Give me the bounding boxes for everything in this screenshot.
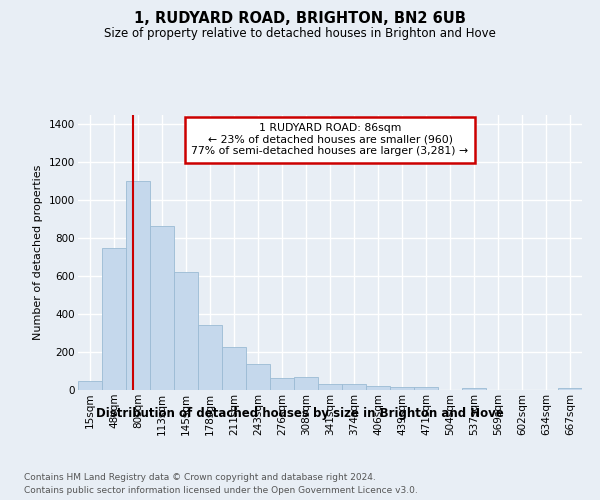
Bar	[102, 248, 126, 390]
Bar	[270, 378, 294, 390]
Bar	[174, 272, 198, 390]
Bar	[126, 182, 150, 390]
Bar	[78, 380, 102, 390]
Bar	[390, 387, 414, 390]
Bar	[150, 226, 174, 390]
Bar	[294, 376, 318, 390]
Bar	[558, 388, 582, 390]
Bar	[246, 364, 270, 390]
Bar	[342, 384, 366, 390]
Bar	[198, 324, 222, 390]
Text: 1 RUDYARD ROAD: 86sqm
← 23% of detached houses are smaller (960)
77% of semi-det: 1 RUDYARD ROAD: 86sqm ← 23% of detached …	[191, 123, 469, 156]
Bar	[222, 348, 246, 390]
Text: Size of property relative to detached houses in Brighton and Hove: Size of property relative to detached ho…	[104, 27, 496, 40]
Text: Distribution of detached houses by size in Brighton and Hove: Distribution of detached houses by size …	[96, 408, 504, 420]
Bar	[366, 386, 390, 390]
Bar	[414, 387, 438, 390]
Text: 1, RUDYARD ROAD, BRIGHTON, BN2 6UB: 1, RUDYARD ROAD, BRIGHTON, BN2 6UB	[134, 11, 466, 26]
Text: Contains HM Land Registry data © Crown copyright and database right 2024.: Contains HM Land Registry data © Crown c…	[24, 472, 376, 482]
Text: Contains public sector information licensed under the Open Government Licence v3: Contains public sector information licen…	[24, 486, 418, 495]
Y-axis label: Number of detached properties: Number of detached properties	[34, 165, 43, 340]
Bar	[462, 388, 486, 390]
Bar	[318, 384, 342, 390]
